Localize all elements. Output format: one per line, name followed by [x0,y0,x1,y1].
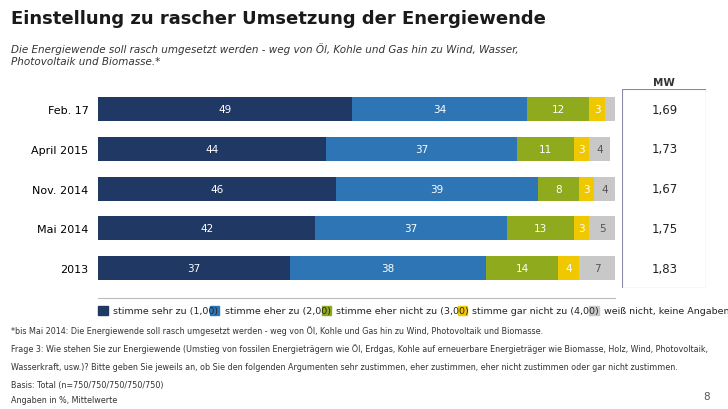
Text: 37: 37 [415,144,428,155]
Text: Einstellung zu rascher Umsetzung der Energiewende: Einstellung zu rascher Umsetzung der Ene… [11,10,546,28]
Text: 3: 3 [578,144,585,155]
Text: stimme gar nicht zu (4,00): stimme gar nicht zu (4,00) [472,306,599,315]
Bar [590,217,615,241]
Text: 42: 42 [200,224,213,234]
Bar [590,137,610,162]
Text: 3: 3 [583,184,590,194]
Text: Frage 3: Wie stehen Sie zur Energiewende (Umstieg von fossilen Energieträgern wi: Frage 3: Wie stehen Sie zur Energiewende… [11,344,708,353]
Text: 37: 37 [404,224,418,234]
Bar [352,98,527,122]
Bar [605,98,615,122]
Bar [98,256,290,281]
Bar [98,137,325,162]
Bar [507,217,574,241]
Text: stimme eher zu (2,00): stimme eher zu (2,00) [224,306,331,315]
Bar [579,256,615,281]
Bar [574,217,590,241]
Text: 34: 34 [432,105,446,115]
Text: stimme sehr zu (1,00): stimme sehr zu (1,00) [113,306,218,315]
Text: GfK: GfK [657,21,694,38]
Bar [590,98,605,122]
Text: 39: 39 [430,184,443,194]
Text: stimme eher nicht zu (3,00): stimme eher nicht zu (3,00) [336,306,469,315]
Text: 4: 4 [601,184,608,194]
Text: 38: 38 [381,263,395,274]
Text: 8: 8 [703,391,710,401]
Bar [595,177,615,201]
Bar [290,256,486,281]
Text: 7: 7 [594,263,601,274]
Text: 49: 49 [218,105,232,115]
Text: 14: 14 [515,263,529,274]
Text: 3: 3 [594,105,601,115]
Bar [538,177,579,201]
Text: 1,73: 1,73 [652,143,677,156]
Text: 4: 4 [566,263,572,274]
Bar [558,256,579,281]
Text: Die Energiewende soll rasch umgesetzt werden - weg von Öl, Kohle und Gas hin zu : Die Energiewende soll rasch umgesetzt we… [11,43,518,66]
Bar [579,177,595,201]
Text: 46: 46 [210,184,223,194]
Bar [325,137,517,162]
Text: 8: 8 [555,184,561,194]
Text: 1,69: 1,69 [651,103,678,116]
Text: 37: 37 [187,263,200,274]
Text: 12: 12 [552,105,565,115]
Bar [527,98,590,122]
Text: 3: 3 [578,224,585,234]
Bar [486,256,558,281]
Bar [98,98,352,122]
Bar [98,217,315,241]
Text: 5: 5 [599,224,606,234]
Text: weiß nicht, keine Angaben: weiß nicht, keine Angaben [604,306,728,315]
Text: 11: 11 [539,144,552,155]
Bar [336,177,538,201]
Text: MW: MW [653,78,676,88]
Bar [98,177,336,201]
Text: 4: 4 [596,144,603,155]
Bar [517,137,574,162]
Text: Basis: Total (n=750/750/750/750/750): Basis: Total (n=750/750/750/750/750) [11,380,163,389]
Text: 1,67: 1,67 [651,183,678,196]
Bar [315,217,507,241]
Text: 1,75: 1,75 [652,222,677,235]
Text: 1,83: 1,83 [652,262,677,275]
Text: Wasserkraft, usw.)? Bitte geben Sie jeweils an, ob Sie den folgenden Argumenten : Wasserkraft, usw.)? Bitte geben Sie jewe… [11,362,678,371]
Text: *bis Mai 2014: Die Energiewende soll rasch umgesetzt werden - weg von Öl, Kohle : *bis Mai 2014: Die Energiewende soll ras… [11,325,543,335]
Text: 44: 44 [205,144,218,155]
Text: 13: 13 [534,224,547,234]
Bar [574,137,590,162]
Text: Angaben in %, Mittelwerte: Angaben in %, Mittelwerte [11,395,117,404]
